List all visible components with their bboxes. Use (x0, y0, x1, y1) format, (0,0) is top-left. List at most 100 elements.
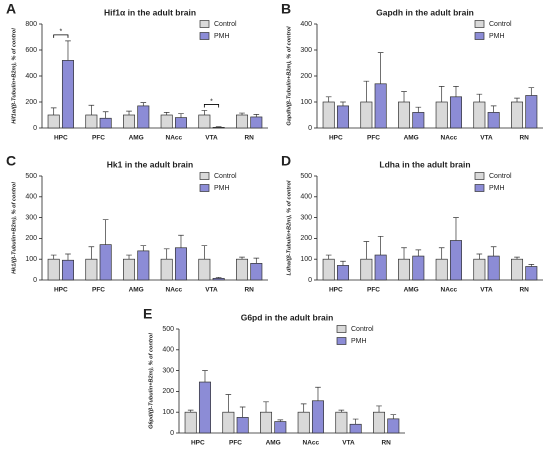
error-bar (325, 254, 332, 260)
legend-label: PMH (489, 185, 505, 192)
bar (373, 411, 386, 434)
error-bar (376, 405, 382, 413)
error-bar (528, 264, 535, 267)
error-bar (65, 40, 71, 61)
y-tick-label: 0 (33, 125, 37, 132)
panel-letter: D (281, 153, 291, 169)
x-tick-label: RN (244, 135, 254, 142)
x-tick-label: HPC (329, 135, 343, 142)
bar (123, 114, 136, 129)
bar (473, 101, 486, 129)
bar (311, 400, 324, 434)
x-tick-label: PFC (229, 440, 242, 447)
error-bar (163, 112, 170, 115)
error-bar (476, 253, 483, 260)
y-tick-label: 200 (25, 235, 37, 242)
significance-bracket (203, 104, 220, 108)
x-tick-label: RN (519, 287, 529, 294)
bar (525, 95, 538, 129)
bar (435, 101, 448, 129)
legend-label: PMH (214, 33, 230, 40)
y-axis-label: Hif1α/(β-Tubulin+B2m), % of control (11, 28, 17, 124)
error-bar (401, 247, 407, 260)
bar (360, 101, 373, 129)
x-tick-label: VTA (342, 440, 355, 447)
y-tick-label: 400 (25, 73, 37, 80)
error-bar (140, 245, 147, 251)
error-bar (65, 253, 71, 261)
error-bar (490, 105, 497, 113)
x-tick-label: RN (244, 287, 254, 294)
y-tick-label: 300 (25, 214, 37, 221)
y-tick-label: 400 (300, 194, 312, 201)
bar (322, 258, 335, 281)
y-tick-label: 300 (162, 367, 174, 374)
error-bar (50, 107, 57, 115)
error-bar (201, 110, 208, 115)
bar (184, 411, 197, 434)
y-tick-label: 400 (25, 194, 37, 201)
bar (374, 254, 387, 281)
y-tick-label: 200 (162, 388, 174, 395)
legend-label: Control (489, 173, 512, 180)
error-bar (263, 401, 269, 413)
x-tick-label: AMG (129, 135, 144, 142)
legend-swatch (199, 184, 210, 192)
x-tick-label: HPC (54, 135, 68, 142)
bar (212, 277, 225, 281)
bar (160, 258, 173, 281)
panel-title: Hk1 in the adult brain (107, 159, 193, 169)
y-axis-label: Gapdh/(β-Tubulin+B2m), % of control (286, 26, 292, 126)
y-tick-label: 200 (300, 235, 312, 242)
bar (85, 258, 98, 281)
error-bar (315, 386, 321, 401)
error-bar (178, 234, 184, 248)
legend-label: PMH (351, 338, 367, 345)
error-bar (50, 254, 57, 260)
error-bar (253, 114, 260, 117)
error-bar (377, 235, 384, 256)
bar (435, 258, 448, 281)
error-bar (239, 112, 245, 115)
error-bar (253, 257, 260, 264)
error-bar (325, 96, 332, 102)
y-tick-label: 200 (25, 99, 37, 106)
bar (412, 112, 425, 129)
bar (137, 250, 150, 281)
bar (511, 101, 524, 129)
y-tick-label: 500 (162, 326, 174, 333)
error-bar (528, 87, 535, 96)
y-tick-label: 100 (25, 256, 37, 263)
error-bar (490, 246, 497, 257)
bar (198, 114, 211, 129)
bar (398, 101, 411, 129)
x-tick-label: HPC (329, 287, 343, 294)
error-bar (239, 406, 246, 418)
error-bar (215, 276, 222, 279)
bar (487, 255, 500, 281)
bar (47, 258, 60, 281)
error-bar (225, 394, 232, 413)
x-tick-label: PFC (367, 287, 380, 294)
y-axis-label: G6pd/(β-Tubulin+B2m), % of control (148, 333, 154, 429)
y-axis-label: Ldha/(β-Tubulin+B2m), % of control (286, 180, 292, 275)
error-bar (163, 248, 170, 260)
bar (236, 114, 249, 129)
bar (174, 117, 187, 129)
error-bar (201, 245, 208, 260)
bar (449, 96, 462, 129)
error-bar (88, 246, 95, 260)
bar (336, 105, 349, 129)
bar (99, 117, 112, 129)
bar (487, 112, 500, 129)
x-tick-label: PFC (92, 287, 105, 294)
bar (511, 258, 524, 281)
bar (198, 381, 211, 434)
x-tick-label: RN (519, 135, 529, 142)
error-bar (453, 217, 459, 241)
x-tick-label: NAcc (303, 440, 320, 447)
panel-title: Ldha in the adult brain (379, 159, 470, 169)
error-bar (126, 254, 132, 260)
error-bar (514, 97, 520, 102)
bar (137, 105, 150, 129)
